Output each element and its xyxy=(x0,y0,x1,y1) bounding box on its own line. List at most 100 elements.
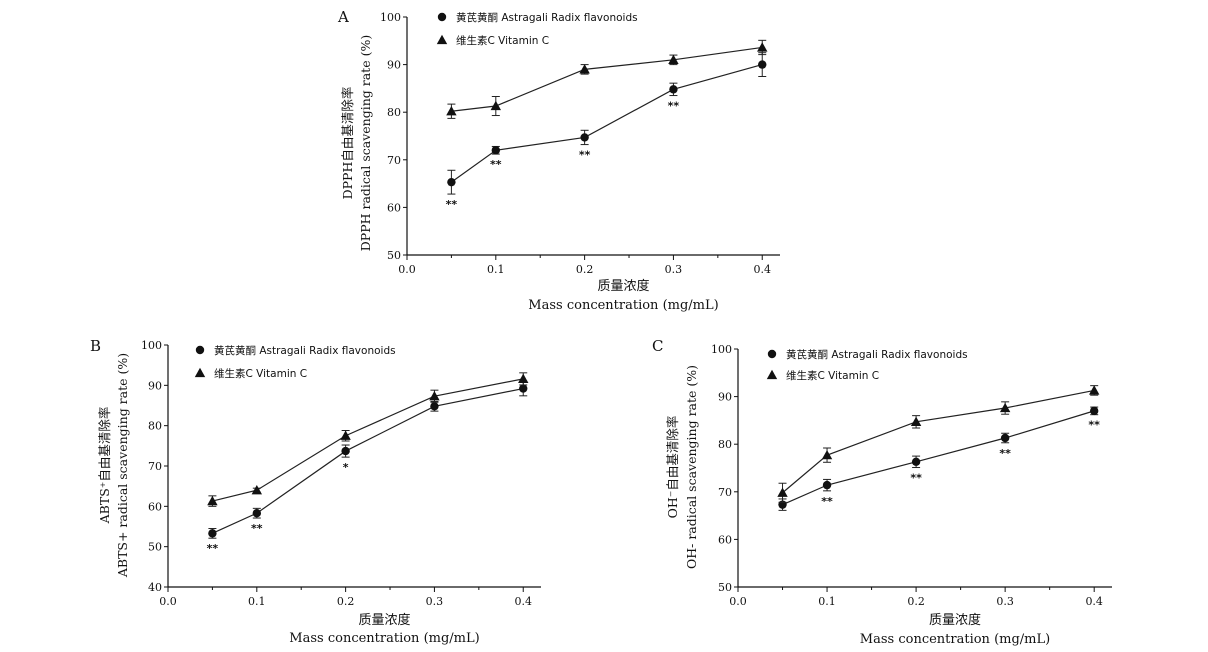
panel-c-series-vitamin-c-point xyxy=(777,487,788,497)
panel-b-x-tick-label: 0.2 xyxy=(337,595,355,608)
panel-b-series-vitamin-c-point xyxy=(518,373,529,384)
panel-a-series-vitamin-c-line xyxy=(451,46,763,112)
panel-a-significance-label: ** xyxy=(579,149,591,162)
panel-b-series-flavonoids-point xyxy=(208,529,217,538)
panel-a-x-label-en: Mass concentration (mg/mL) xyxy=(528,298,718,313)
panel-c-series-vitamin-c xyxy=(777,385,1100,503)
panel-a-y-tick-label: 100 xyxy=(380,11,401,24)
panel-b-series-vitamin-c-point xyxy=(207,495,218,506)
panel-b-y-label-cn: ABTS⁺自由基清除率 xyxy=(97,407,112,525)
panel-c-y-tick-label: 90 xyxy=(718,391,732,404)
panel-c-legend-label-flavonoids: 黄芪黄酮 Astragali Radix flavonoids xyxy=(786,348,968,361)
panel-b-series-flavonoids-point xyxy=(430,402,439,411)
panel-b-x-tick-label: 0.0 xyxy=(159,595,177,608)
panel-a-y-label-en: DPPH radical scavenging rate (%) xyxy=(358,35,373,251)
panel-c-significance-label: ** xyxy=(910,472,922,485)
panel-c-series-flavonoids-point xyxy=(822,480,832,490)
panel-c-x-label-en: Mass concentration (mg/mL) xyxy=(860,632,1050,647)
panel-c-series-vitamin-c-point xyxy=(999,402,1011,413)
panel-c-significance-label: ** xyxy=(821,495,833,508)
panel-b-x-tick-label: 0.4 xyxy=(514,595,532,608)
panel-c-series-flavonoids-point xyxy=(1089,406,1099,416)
panel-b-series-flavonoids-point xyxy=(519,384,528,393)
panel-c-series-vitamin-c-point xyxy=(821,449,833,460)
panel-b-legend: 黄芪黄酮 Astragali Radix flavonoids 维生素C Vita… xyxy=(194,344,396,380)
panel-b-significance-label: * xyxy=(343,461,349,474)
panel-b-x-tick-label: 0.1 xyxy=(248,595,266,608)
panel-a-series-flavonoids-point xyxy=(491,146,501,155)
panel-a-legend-label-vitamin-c: 维生素C Vitamin C xyxy=(456,34,549,47)
panel-b-legend-label-vitamin-c: 维生素C Vitamin C xyxy=(214,367,307,380)
panel-c-y-tick-label: 100 xyxy=(711,343,732,356)
panel-c-legend-label-vitamin-c: 维生素C Vitamin C xyxy=(786,369,879,382)
panel-c-series-vitamin-c-point xyxy=(1088,385,1100,395)
panel-b-significance-label: ** xyxy=(251,522,263,535)
panel-c-y-label-cn: OH⁻自由基清除率 xyxy=(665,416,680,519)
panel-b-series-flavonoids: ***** xyxy=(207,380,528,555)
panel-c-series-flavonoids-point xyxy=(1000,433,1010,443)
panel-c-y-tick-label: 60 xyxy=(718,533,732,546)
panel-c-y-tick-label: 50 xyxy=(718,581,732,594)
panel-b-x-tick-label: 0.3 xyxy=(426,595,444,608)
panel-a-y-tick-label: 80 xyxy=(387,106,401,119)
panel-c-x-tick-label: 0.3 xyxy=(996,595,1014,608)
panel-a-series-flavonoids-point xyxy=(447,177,456,187)
panel-c-y-label-en: OH- radical scavenging rate (%) xyxy=(684,365,699,569)
panel-b-y-tick-label: 50 xyxy=(148,541,162,554)
panel-b-legend-marker-flavonoids xyxy=(195,345,205,355)
panel-c-significance-label: ** xyxy=(1088,419,1100,432)
panel-a-series-vitamin-c-point xyxy=(446,106,457,116)
panel-a-series-flavonoids: ** ** ** ** xyxy=(446,52,767,211)
panel-a-legend-marker-flavonoids xyxy=(437,12,447,22)
panel-b-series-vitamin-c xyxy=(207,372,529,507)
panel-c-x-tick-label: 0.2 xyxy=(907,595,925,608)
panel-a-x-tick-label: 0.0 xyxy=(398,263,416,276)
panel-a-y-label-cn: DPPH自由基清除率 xyxy=(340,87,355,200)
panel-a-series-vitamin-c-point xyxy=(668,54,679,64)
panel-b-y-tick-label: 100 xyxy=(141,339,162,352)
panel-b-letter: B xyxy=(90,337,101,355)
panel-a-x-tick-label: 0.4 xyxy=(753,263,771,276)
panel-a-series-flavonoids-point xyxy=(758,60,767,69)
panel-c-series-vitamin-c-point xyxy=(910,416,922,426)
panel-a-legend: 黄芪黄酮 Astragali Radix flavonoids 维生素C Vita… xyxy=(436,11,638,47)
panel-a-legend-marker-vitamin-c xyxy=(436,34,448,45)
panel-a-significance-label: ** xyxy=(446,198,458,211)
panel-a-significance-label: ** xyxy=(490,158,502,171)
panel-b-y-tick-label: 40 xyxy=(148,581,162,594)
panel-b-significance-label: ** xyxy=(207,542,219,555)
panel-c: C 50 60 70 80 90 100 0.0 0.1 0.2 0.3 0.4 质量浓度 Mass co… xyxy=(652,337,1112,647)
panel-b-legend-marker-vitamin-c xyxy=(194,367,206,378)
panel-a-x-tick-label: 0.3 xyxy=(665,263,683,276)
panel-b-y-tick-label: 90 xyxy=(148,379,162,392)
panel-b-y-label-en: ABTS+ radical scavenging rate (%) xyxy=(115,353,130,578)
panel-b-series-vitamin-c-point xyxy=(251,485,263,495)
panel-a-series-vitamin-c-point xyxy=(579,64,590,74)
panel-a-y-tick-label: 50 xyxy=(387,249,401,262)
panel-b: B 40 50 60 70 80 90 100 0.0 0.1 0.2 0.3 0.4 质量浓度 Mass … xyxy=(90,337,541,646)
panel-a: A 50 60 70 80 90 100 0.0 0.1 0.2 0.3 0.4 质量浓度 Mass co… xyxy=(337,8,780,313)
panel-a-letter: A xyxy=(337,8,349,26)
panel-c-series-flavonoids: ** ** ** ** xyxy=(778,406,1100,511)
panel-c-legend-marker-vitamin-c xyxy=(766,369,778,380)
panel-a-series-flavonoids-point xyxy=(580,133,589,142)
panel-b-x-label-en: Mass concentration (mg/mL) xyxy=(289,631,479,646)
panel-a-series-vitamin-c-point xyxy=(490,100,502,111)
panel-c-x-label-cn: 质量浓度 xyxy=(929,612,981,628)
panel-b-x-label-cn: 质量浓度 xyxy=(358,612,410,628)
panel-c-y-tick-label: 80 xyxy=(718,438,732,451)
panel-a-series-flavonoids-point xyxy=(669,85,678,94)
panel-c-x-tick-label: 0.4 xyxy=(1085,595,1103,608)
panel-c-x-tick-label: 0.0 xyxy=(729,595,747,608)
panel-c-series-flavonoids-point xyxy=(911,457,921,467)
panel-c-series-vitamin-c-line xyxy=(782,389,1095,494)
panel-a-y-tick-label: 70 xyxy=(387,154,401,167)
panel-a-y-tick-label: 60 xyxy=(387,201,401,214)
panel-a-significance-label: ** xyxy=(668,100,680,113)
panel-c-y-tick-label: 70 xyxy=(718,486,732,499)
panel-a-series-vitamin-c-point xyxy=(757,42,768,52)
panel-a-x-tick-label: 0.2 xyxy=(576,263,594,276)
panel-c-significance-label: ** xyxy=(999,447,1011,460)
panel-b-series-vitamin-c-point xyxy=(340,430,351,440)
